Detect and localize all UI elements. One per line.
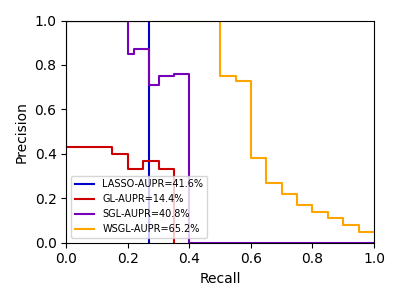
GL-AUPR=14.4% [64,145,69,149]
SGL-AUPR=40.8% [202,241,207,244]
GL-AUPR=14.4% [126,152,130,156]
WSGL-AUPR=65.2% [341,216,346,220]
X-axis label: Recall: Recall [199,272,241,286]
WSGL-AUPR=65.2% [248,79,253,82]
SGL-AUPR=40.8% [147,48,152,51]
LASSO-AUPR=41.6% [147,19,152,22]
WSGL-AUPR=65.2% [248,157,253,160]
GL-AUPR=14.4% [110,152,115,156]
SGL-AUPR=40.8% [147,83,152,87]
WSGL-AUPR=65.2% [310,210,315,213]
SGL-AUPR=40.8% [372,241,376,244]
WSGL-AUPR=65.2% [233,74,238,78]
SGL-AUPR=40.8% [64,19,69,22]
WSGL-AUPR=65.2% [279,192,284,196]
SGL-AUPR=40.8% [156,83,161,87]
WSGL-AUPR=65.2% [310,203,315,207]
WSGL-AUPR=65.2% [356,230,361,233]
WSGL-AUPR=65.2% [64,19,69,22]
SGL-AUPR=40.8% [126,52,130,56]
WSGL-AUPR=65.2% [264,181,269,185]
WSGL-AUPR=65.2% [295,203,300,207]
SGL-AUPR=40.8% [172,72,176,76]
GL-AUPR=14.4% [141,168,146,171]
WSGL-AUPR=65.2% [279,181,284,185]
GL-AUPR=14.4% [126,168,130,171]
SGL-AUPR=40.8% [187,72,192,76]
WSGL-AUPR=65.2% [264,157,269,160]
WSGL-AUPR=65.2% [295,192,300,196]
WSGL-AUPR=65.2% [372,230,376,233]
WSGL-AUPR=65.2% [233,79,238,82]
WSGL-AUPR=65.2% [218,74,222,78]
GL-AUPR=14.4% [172,168,176,171]
Line: WSGL-AUPR=65.2%: WSGL-AUPR=65.2% [66,20,374,231]
GL-AUPR=14.4% [156,159,161,162]
GL-AUPR=14.4% [64,19,69,22]
SGL-AUPR=40.8% [132,48,136,51]
WSGL-AUPR=65.2% [218,19,222,22]
LASSO-AUPR=41.6% [147,241,152,244]
SGL-AUPR=40.8% [187,241,192,244]
Y-axis label: Precision: Precision [15,101,29,163]
Legend: LASSO-AUPR=41.6%, GL-AUPR=14.4%, SGL-AUPR=40.8%, WSGL-AUPR=65.2%: LASSO-AUPR=41.6%, GL-AUPR=14.4%, SGL-AUP… [71,175,207,238]
SGL-AUPR=40.8% [202,241,207,244]
WSGL-AUPR=65.2% [326,216,330,220]
GL-AUPR=14.4% [172,241,176,244]
WSGL-AUPR=65.2% [356,223,361,227]
SGL-AUPR=40.8% [156,74,161,78]
GL-AUPR=14.4% [110,145,115,149]
Line: LASSO-AUPR=41.6%: LASSO-AUPR=41.6% [66,20,149,243]
SGL-AUPR=40.8% [132,52,136,56]
WSGL-AUPR=65.2% [341,223,346,227]
LASSO-AUPR=41.6% [64,19,69,22]
SGL-AUPR=40.8% [126,19,130,22]
SGL-AUPR=40.8% [172,74,176,78]
Line: GL-AUPR=14.4%: GL-AUPR=14.4% [66,20,174,243]
GL-AUPR=14.4% [156,168,161,171]
WSGL-AUPR=65.2% [326,210,330,213]
GL-AUPR=14.4% [141,159,146,162]
Line: SGL-AUPR=40.8%: SGL-AUPR=40.8% [66,20,374,243]
